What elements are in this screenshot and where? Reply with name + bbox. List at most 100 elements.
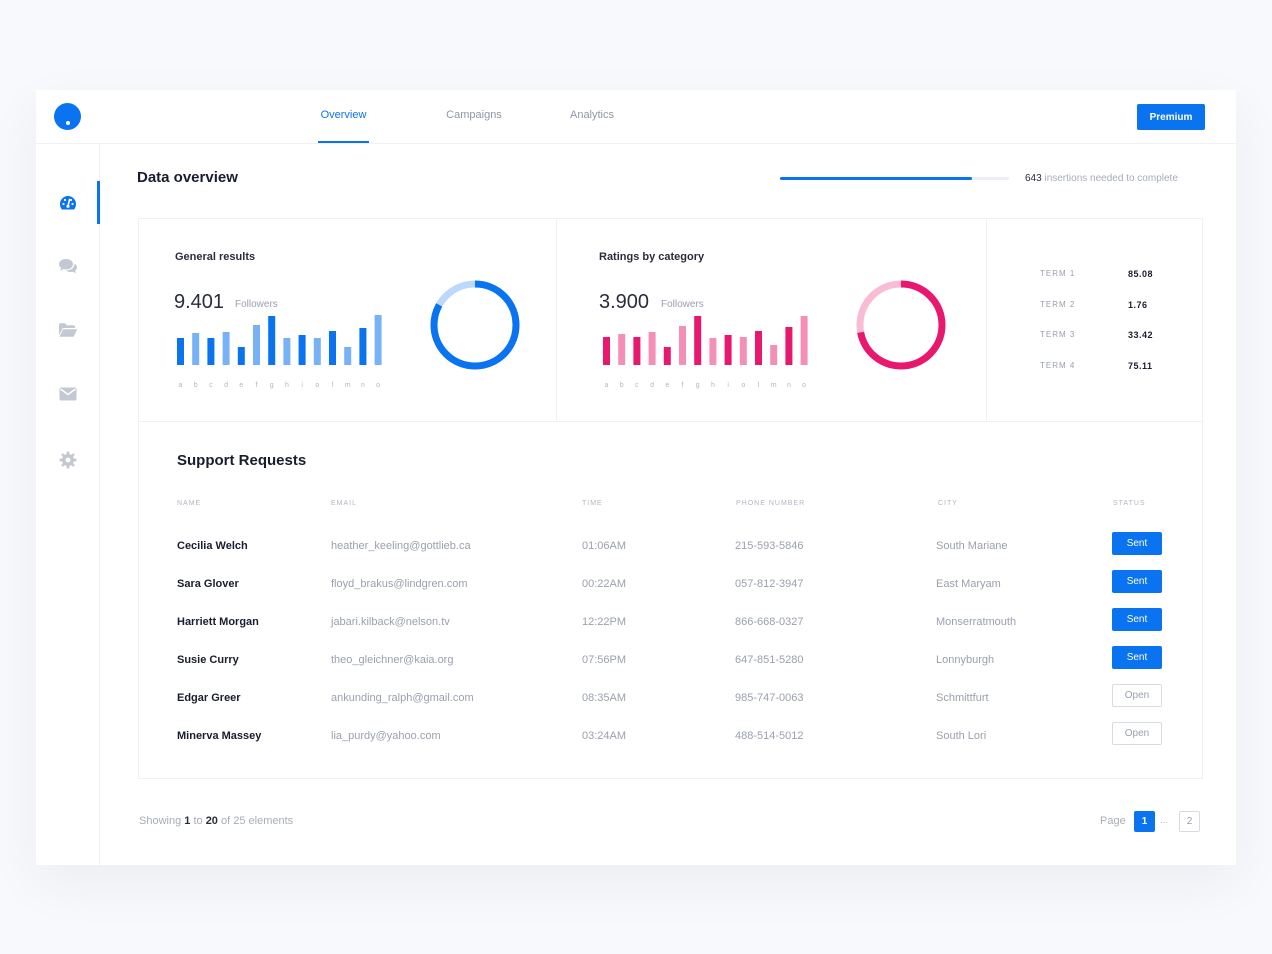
general-results-donut — [430, 280, 520, 370]
general-bar-label: a — [179, 382, 183, 389]
row-phone: 866-668-0327 — [735, 616, 804, 628]
dashboard-icon — [59, 196, 77, 210]
premium-button[interactable]: Premium — [1137, 104, 1205, 130]
table-row[interactable]: Minerva Massey lia_purdy@yahoo.com 03:24… — [139, 720, 1202, 754]
row-name: Harriett Morgan — [177, 616, 259, 628]
term-value: 33.42 — [1128, 330, 1154, 340]
ratings-bar-label: n — [787, 382, 791, 389]
progress-fill — [780, 177, 973, 180]
ratings-bar — [603, 337, 610, 365]
range-start: 1 — [184, 815, 191, 827]
ratings-bar — [709, 338, 717, 365]
status-sent-button[interactable]: Sent — [1112, 570, 1162, 593]
general-results-value: 9.401 — [174, 291, 225, 313]
column-header-phone[interactable]: PHONE NUMBER — [736, 500, 806, 507]
general-results-unit: Followers — [235, 299, 278, 310]
range-end: 20 — [205, 815, 218, 827]
general-bar-label: h — [285, 382, 289, 389]
row-name: Susie Curry — [177, 654, 239, 666]
sidebar-item-dashboard[interactable] — [36, 182, 100, 224]
general-bar — [237, 347, 245, 365]
ratings-bar-label: c — [635, 382, 639, 389]
row-time: 00:22AM — [582, 578, 627, 590]
general-bar — [313, 338, 321, 365]
general-bar — [283, 338, 291, 365]
general-bar — [344, 347, 352, 365]
table-row[interactable]: Harriett Morgan jabari.kilback@nelson.tv… — [139, 606, 1202, 640]
general-bar — [253, 325, 260, 365]
logo-icon[interactable] — [54, 103, 81, 130]
gear-icon — [59, 451, 77, 469]
general-bar-label: d — [224, 382, 228, 389]
row-phone: 057-812-3947 — [735, 578, 804, 590]
table-row[interactable]: Susie Curry theo_gleichner@kaia.org 07:5… — [139, 644, 1202, 678]
column-header-email[interactable]: EMAIL — [331, 500, 358, 507]
ratings-donut-arc — [856, 280, 946, 370]
row-name: Edgar Greer — [177, 692, 241, 704]
general-bar — [298, 335, 306, 365]
status-sent-button[interactable]: Sent — [1112, 608, 1162, 631]
status-sent-button[interactable]: Sent — [1112, 532, 1162, 555]
term-label: TERM 3 — [1040, 330, 1076, 339]
ratings-bar — [800, 316, 808, 365]
term-value: 1.76 — [1128, 300, 1148, 310]
progress-caption: 643 insertions needed to complete — [1025, 173, 1178, 184]
ratings-bar — [679, 326, 686, 365]
row-email: ankunding_ralph@gmail.com — [331, 692, 474, 704]
column-header-city[interactable]: CITY — [938, 500, 958, 507]
row-name: Cecilia Welch — [177, 540, 248, 552]
table-row[interactable]: Sara Glover floyd_brakus@lindgren.com 00… — [139, 568, 1202, 602]
tab-campaigns[interactable]: Campaigns — [446, 109, 502, 121]
status-open-button[interactable]: Open — [1112, 722, 1162, 745]
total-count: 25 elements — [233, 815, 294, 827]
progress-label: insertions needed to complete — [1041, 173, 1178, 184]
general-bar-label: f — [256, 382, 258, 389]
sidebar-item-files[interactable] — [36, 309, 100, 351]
row-time: 12:22PM — [582, 616, 627, 628]
general-bar-label: b — [194, 382, 198, 389]
chat-icon — [59, 259, 77, 274]
general-bar-label: c — [209, 382, 213, 389]
general-bar-label: n — [361, 382, 365, 389]
row-city: Lonnyburgh — [936, 654, 995, 666]
row-email: floyd_brakus@lindgren.com — [331, 578, 468, 590]
table-row[interactable]: Cecilia Welch heather_keeling@gottlieb.c… — [139, 530, 1202, 564]
page-2-button[interactable]: 2 — [1179, 811, 1200, 832]
ratings-value: 3.900 — [599, 291, 650, 313]
column-header-status[interactable]: STATUS — [1113, 500, 1146, 507]
page-label: Page — [1100, 815, 1126, 827]
column-header-time[interactable]: TIME — [582, 500, 603, 507]
sidebar-item-chat[interactable] — [36, 245, 100, 287]
mail-icon — [59, 387, 77, 401]
ratings-bar — [648, 332, 656, 365]
tab-analytics[interactable]: Analytics — [569, 109, 615, 121]
ratings-unit: Followers — [661, 299, 704, 310]
term-value: 85.08 — [1128, 269, 1154, 279]
general-donut-arc — [430, 280, 520, 370]
pagination-summary: Showing 1 to 20 of 25 elements — [139, 815, 294, 827]
tab-overview[interactable]: Overview — [320, 109, 367, 121]
row-phone: 215-593-5846 — [735, 540, 804, 552]
general-bar — [359, 328, 367, 365]
pagination-ellipsis: ... — [1160, 815, 1169, 826]
general-bar-label: l — [332, 382, 334, 389]
page-title: Data overview — [137, 169, 238, 186]
row-email: theo_gleichner@kaia.org — [331, 654, 454, 666]
status-open-button[interactable]: Open — [1112, 684, 1162, 707]
ratings-bar — [618, 334, 626, 365]
status-sent-button[interactable]: Sent — [1112, 646, 1162, 669]
general-bar — [222, 332, 230, 365]
ratings-bar-label: f — [682, 382, 684, 389]
term-label: TERM 4 — [1040, 361, 1076, 370]
sidebar-item-mail[interactable] — [36, 373, 100, 415]
table-row[interactable]: Edgar Greer ankunding_ralph@gmail.com 08… — [139, 682, 1202, 716]
progress-count: 643 — [1025, 173, 1042, 184]
page-1-button[interactable]: 1 — [1134, 811, 1155, 832]
column-header-name[interactable]: NAME — [177, 500, 202, 507]
folder-icon — [59, 323, 78, 337]
general-bar — [177, 338, 184, 365]
general-bar-label: g — [270, 382, 274, 389]
sidebar-item-settings[interactable] — [36, 439, 100, 481]
term-label: TERM 2 — [1040, 300, 1076, 309]
